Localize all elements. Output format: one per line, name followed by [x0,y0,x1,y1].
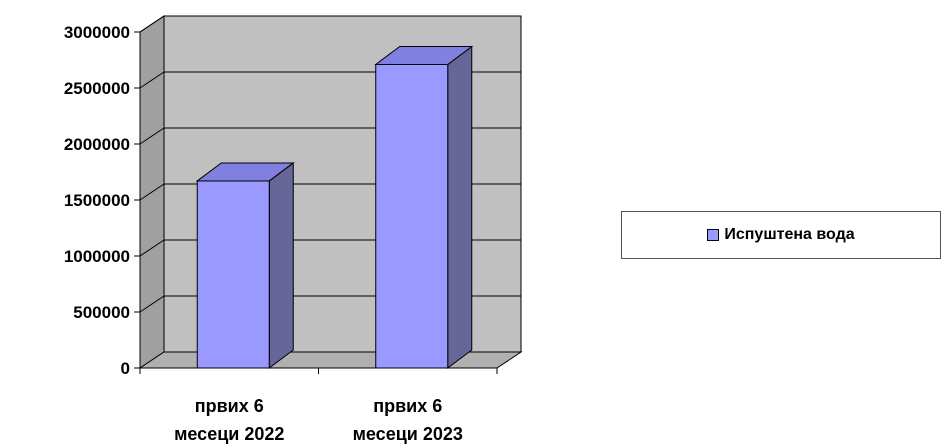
bar-side-0 [268,161,294,369]
y-tick-label-2: 1000000 [64,247,130,266]
y-tick-label-5: 2500000 [64,79,130,98]
y-tick-label-6: 3000000 [64,23,130,42]
x-tick-label-1-line-0: првих 6 [373,396,442,416]
legend-label: Испуштена вода [724,226,855,243]
y-tick-label-0: 0 [121,359,130,378]
bar-side-1 [447,45,473,369]
bar-0 [196,180,270,369]
y-tick-label-1: 500000 [73,303,130,322]
legend-swatch [707,229,720,241]
chart-legend: Испуштена вода [621,211,941,259]
y-tick-label-4: 2000000 [64,135,130,154]
x-tick-label-1-line-1: месеци 2023 [353,424,463,444]
x-tick-label-0-line-1: месеци 2022 [174,424,284,444]
x-tick-label-0-line-0: првих 6 [195,396,264,416]
y-tick-label-3: 1500000 [64,191,130,210]
gridline-6 [139,15,521,33]
bar-1 [375,63,449,369]
